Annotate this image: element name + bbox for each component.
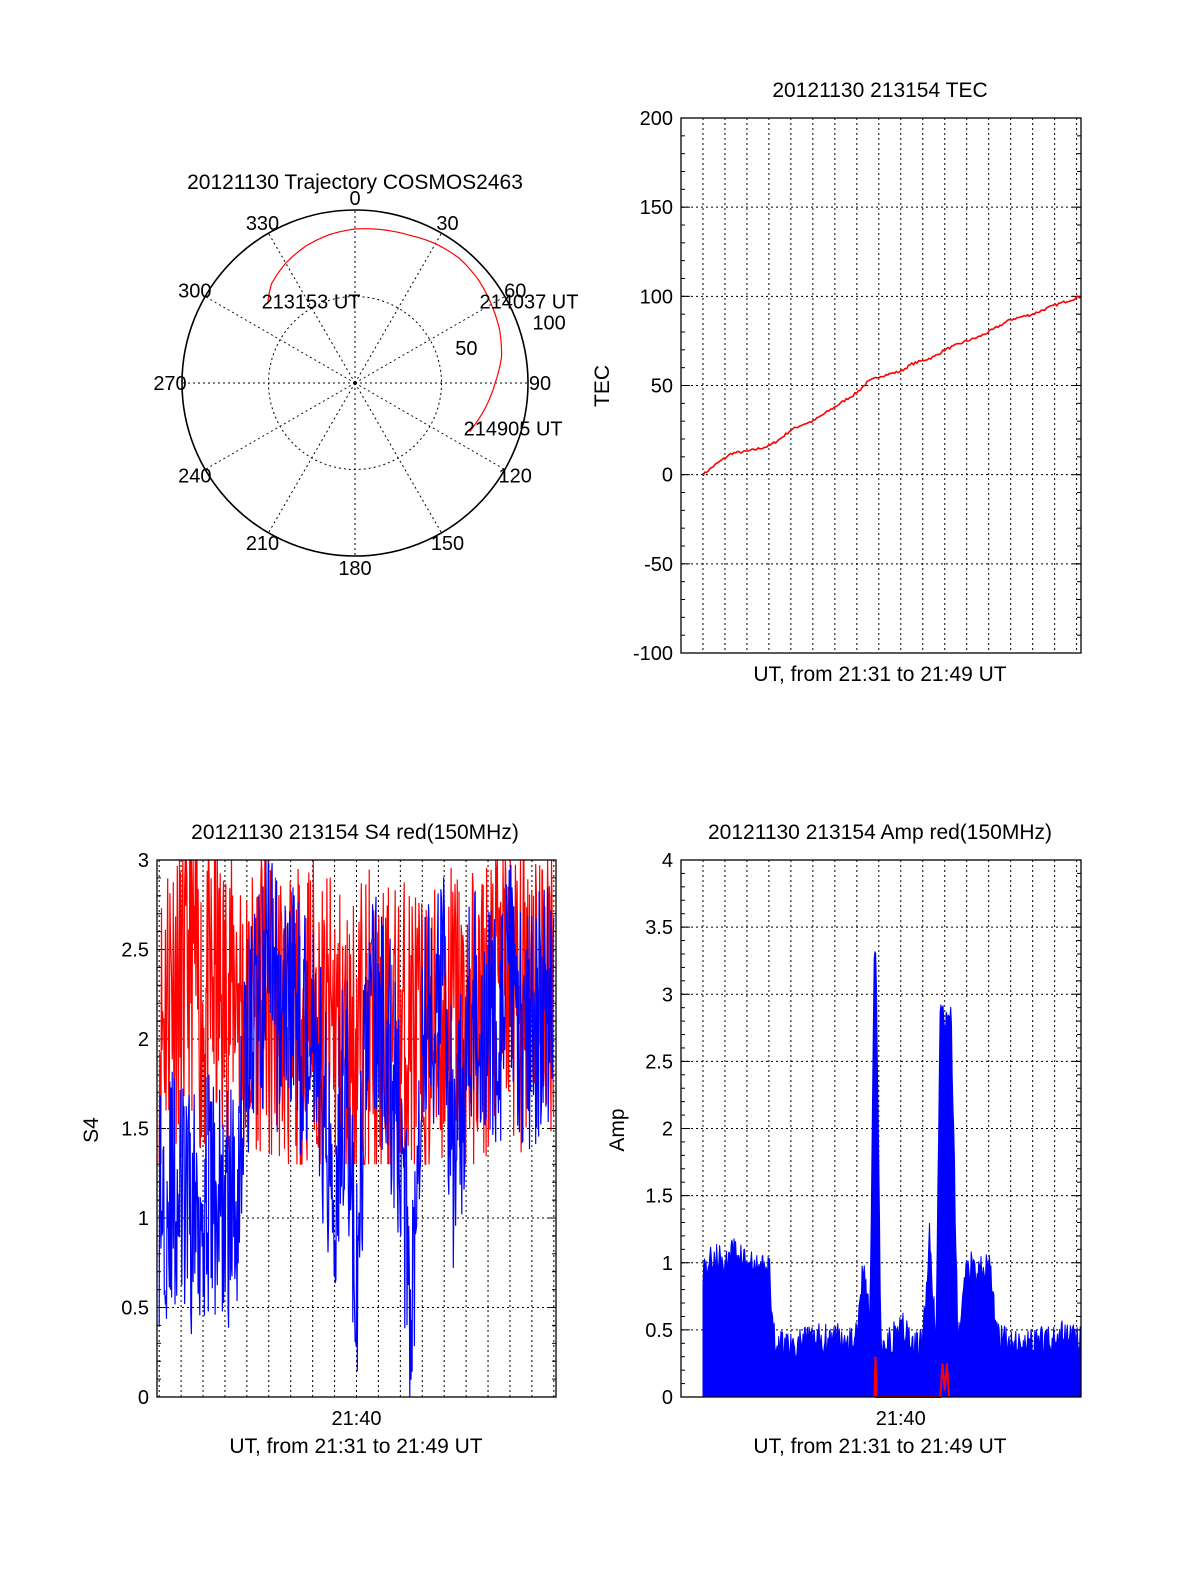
polar-panel: 20121130 Trajectory COSMOS2463 0 30 60 90 12… — [153, 171, 578, 580]
polar-angle-label-10: 300 — [178, 281, 211, 303]
polar-grid — [181, 209, 529, 557]
amp-y-tick-label-4: 2 — [662, 1119, 673, 1141]
s4-y-tick-label-5: 2.5 — [121, 940, 149, 962]
s4-x-axis-label: UT, from 21:31 to 21:49 UT — [229, 1435, 482, 1458]
s4-y-tick-label-6: 3 — [138, 850, 149, 872]
tec-y-tick-label-1: -50 — [644, 554, 673, 576]
s4-y-tick-label-2: 1 — [138, 1208, 149, 1230]
amp-y-tick-label-0: 0 — [662, 1387, 673, 1409]
tec-y-tick-labels: -100 -50 0 50 100 150 200 — [633, 108, 673, 665]
s4-x-tick-labels: 21:40 — [331, 1408, 381, 1430]
tec-y-tick-label-6: 200 — [640, 108, 673, 130]
amp-y-tick-label-5: 2.5 — [645, 1051, 673, 1073]
s4-y-tick-label-0: 0 — [138, 1387, 149, 1409]
polar-spoke-60 — [354, 296, 506, 384]
tec-y-axis-label: TEC — [591, 365, 614, 407]
polar-spoke-30 — [354, 232, 442, 384]
trajectory-time-label-2: 214905 UT — [464, 419, 563, 441]
polar-angle-label-1: 30 — [436, 213, 458, 235]
s4-x-tick-label-0: 21:40 — [331, 1408, 381, 1430]
amp-y-tick-labels: 0 0.5 1 1.5 2 2.5 3 3.5 4 — [645, 850, 673, 1409]
amp-y-tick-label-7: 3.5 — [645, 917, 673, 939]
polar-radius-labels: 50 100 — [455, 313, 566, 360]
polar-angle-label-0: 0 — [349, 188, 360, 210]
polar-spoke-240 — [204, 382, 356, 470]
amp-y-tick-label-3: 1.5 — [645, 1186, 673, 1208]
trajectory-time-label-0: 213153 UT — [262, 291, 361, 313]
s4-y-tick-label-4: 2 — [138, 1029, 149, 1051]
tec-x-axis-label: UT, from 21:31 to 21:49 UT — [753, 663, 1006, 686]
polar-angle-label-11: 330 — [246, 213, 279, 235]
polar-spoke-150 — [354, 382, 442, 534]
tec-plot-frame — [680, 117, 1082, 654]
s4-y-tick-labels: 0 0.5 1 1.5 2 2.5 3 — [121, 850, 149, 1409]
polar-angle-label-5: 150 — [431, 533, 464, 555]
amp-y-tick-label-2: 1 — [662, 1253, 673, 1275]
s4-y-tick-label-3: 1.5 — [121, 1119, 149, 1141]
polar-spoke-330 — [268, 232, 356, 384]
trajectory-time-label-1: 214037 UT — [479, 292, 578, 314]
amp-y-tick-label-8: 4 — [662, 850, 673, 872]
s4-plot-frame — [156, 859, 557, 1398]
amp-red-series-line — [873, 1356, 951, 1398]
polar-spoke-120 — [354, 382, 506, 470]
s4-y-axis-label: S4 — [80, 1117, 103, 1143]
tec-series-line — [702, 295, 1082, 477]
amp-panel: 20121130 213154 Amp red(150MHz) 0 0.5 1 1.5… — [606, 821, 1082, 1458]
amp-x-tick-label-0: 21:40 — [876, 1408, 926, 1430]
amp-y-tick-label-6: 3 — [662, 984, 673, 1006]
amp-title: 20121130 213154 Amp red(150MHz) — [708, 821, 1052, 844]
polar-radius-label-0: 50 — [455, 338, 477, 360]
polar-angle-label-9: 270 — [153, 373, 186, 395]
amp-blue-series-area — [702, 951, 1082, 1398]
tec-y-tick-label-4: 100 — [640, 286, 673, 308]
polar-spoke-300 — [204, 296, 356, 384]
tec-panel: 20121130 213154 TEC -100-50050100150200 … — [591, 79, 1082, 686]
amp-plot-frame — [680, 859, 1082, 1398]
amp-y-tick-label-1: 0.5 — [645, 1320, 673, 1342]
polar-angle-label-7: 210 — [246, 533, 279, 555]
trajectory-line — [267, 228, 503, 433]
polar-angle-label-3: 90 — [529, 373, 551, 395]
s4-title: 20121130 213154 S4 red(150MHz) — [191, 821, 519, 844]
polar-angle-label-6: 180 — [338, 558, 371, 580]
polar-angle-label-4: 120 — [499, 466, 532, 488]
amp-x-axis-label: UT, from 21:31 to 21:49 UT — [753, 1435, 1006, 1458]
amp-y-axis-label: Amp — [606, 1108, 629, 1151]
polar-spoke-210 — [268, 382, 356, 534]
amp-x-tick-labels: 21:40 — [876, 1408, 926, 1430]
s4-panel: 20121130 213154 S4 red(150MHz) 0 0.5 1 1.5 2… — [80, 821, 557, 1458]
tec-grid — [681, 117, 1081, 654]
polar-outer-circle — [181, 209, 529, 557]
s4-blue-series-line — [158, 860, 555, 1398]
tec-y-tick-label-3: 50 — [651, 376, 673, 398]
trajectory-annotations: 213153 UT 214037 UT 214905 UT — [262, 291, 579, 440]
polar-title: 20121130 Trajectory COSMOS2463 — [187, 171, 523, 194]
polar-angle-label-2: 60 — [504, 281, 526, 303]
polar-angle-label-8: 240 — [178, 466, 211, 488]
s4-y-tick-label-1: 0.5 — [121, 1298, 149, 1320]
polar-angle-labels: 0 30 60 90 120 150 180 210 240 270 300 330 — [153, 188, 551, 580]
tec-y-tick-label-5: 150 — [640, 197, 673, 219]
tec-title: 20121130 213154 TEC — [772, 79, 987, 102]
tec-y-tick-label-0: -100 — [633, 643, 673, 665]
polar-radius-label-1: 100 — [532, 313, 565, 335]
tec-y-tick-label-2: 0 — [662, 465, 673, 487]
